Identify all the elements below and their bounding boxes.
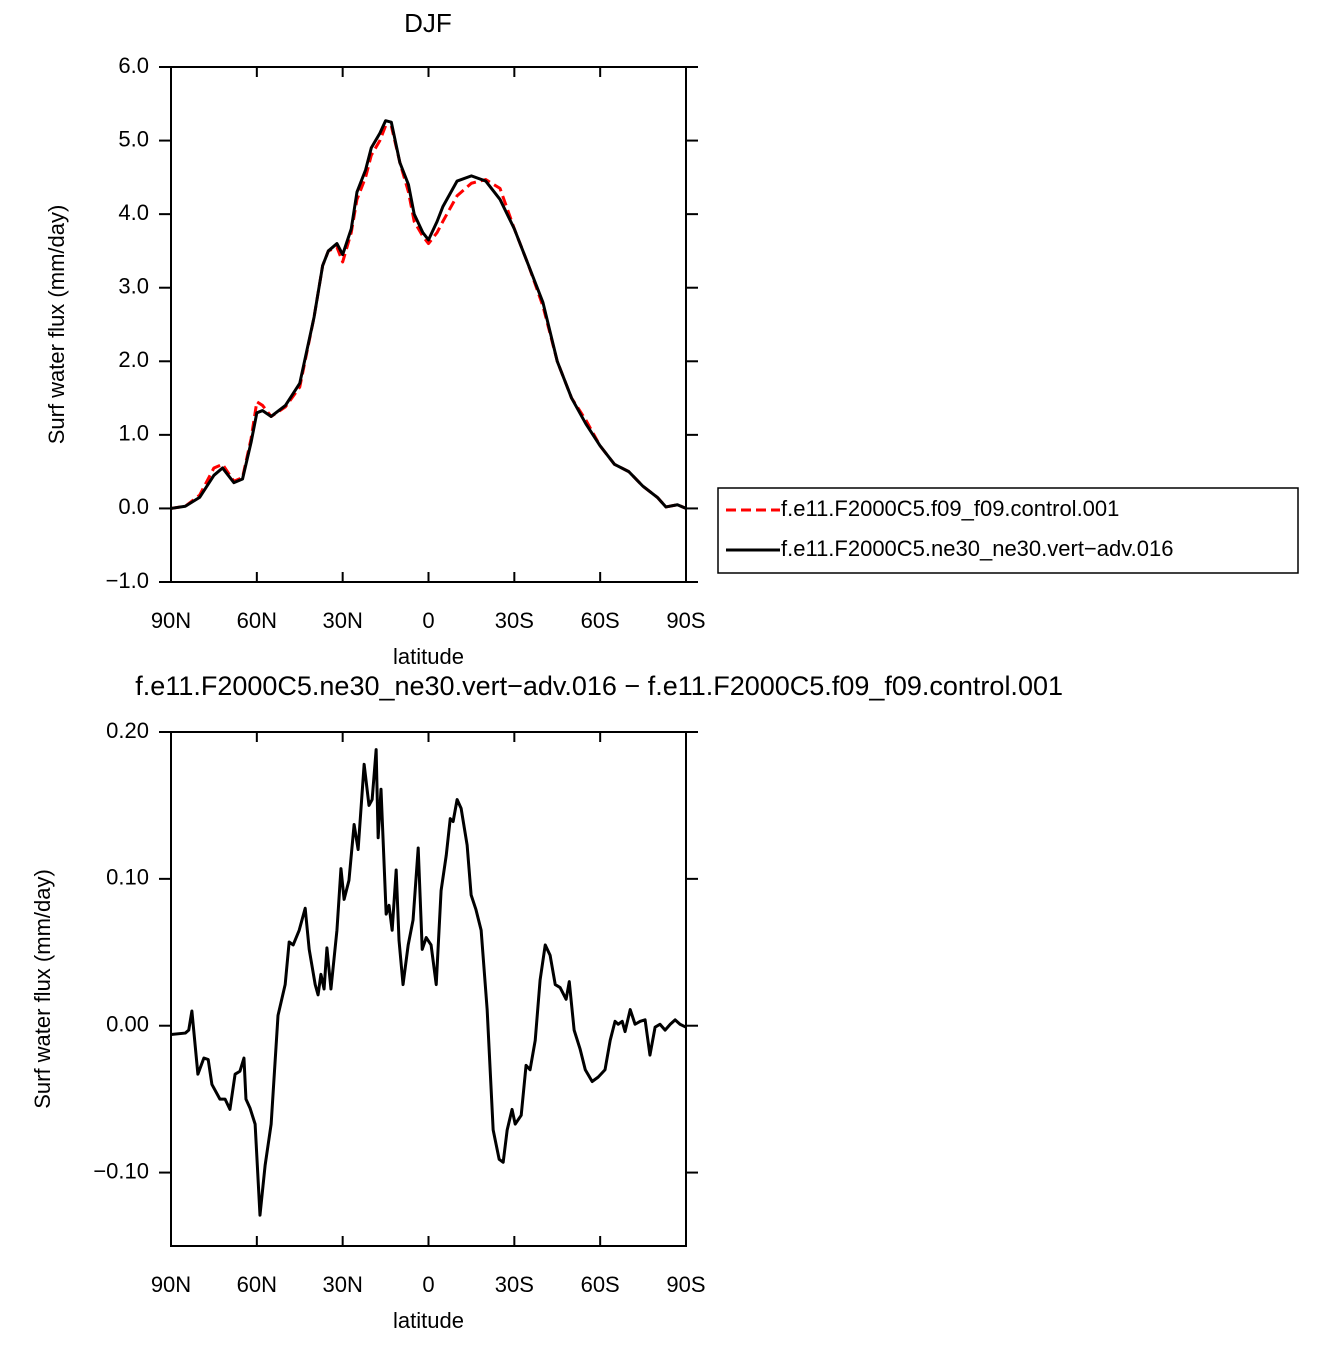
y-tick-label: 5.0: [118, 126, 149, 151]
plot-frame: [170, 731, 687, 1247]
legend-box: [717, 487, 1299, 574]
data-line: [170, 119, 687, 510]
x-tick-label: 0: [422, 1272, 434, 1297]
legend-label: f.e11.F2000C5.f09_f09.control.001: [781, 496, 1119, 521]
x-tick-label: 60S: [581, 608, 620, 633]
y-tick-label: 0.10: [106, 865, 149, 890]
y-tick-label: 3.0: [118, 274, 149, 299]
y-tick-label: 2.0: [118, 347, 149, 372]
legend-label: f.e11.F2000C5.ne30_ne30.vert−adv.016: [781, 536, 1173, 561]
x-tick-label: 30S: [495, 608, 534, 633]
x-axis-label: latitude: [393, 644, 464, 669]
y-tick-label: −1.0: [106, 568, 149, 593]
x-tick-label: 60S: [581, 1272, 620, 1297]
x-tick-label: 30S: [495, 1272, 534, 1297]
y-tick-label: 0.20: [106, 718, 149, 743]
chart-title: DJF: [404, 8, 452, 38]
x-tick-label: 90S: [666, 608, 705, 633]
chart-title: f.e11.F2000C5.ne30_ne30.vert−adv.016 − f…: [135, 671, 1063, 701]
y-axis-label: Surf water flux (mm/day): [30, 869, 55, 1109]
x-tick-label: 30N: [322, 608, 362, 633]
y-tick-label: 0.00: [106, 1012, 149, 1037]
y-tick-label: 1.0: [118, 421, 149, 446]
y-tick-label: 0.0: [118, 494, 149, 519]
plot-frame: [170, 66, 687, 583]
data-line: [170, 748, 687, 1217]
x-tick-label: 0: [422, 608, 434, 633]
y-tick-label: 4.0: [118, 200, 149, 225]
y-tick-label: −0.10: [93, 1158, 149, 1183]
x-tick-label: 90N: [151, 608, 191, 633]
x-tick-label: 90N: [151, 1272, 191, 1297]
x-tick-label: 30N: [322, 1272, 362, 1297]
x-tick-label: 90S: [666, 1272, 705, 1297]
x-tick-label: 60N: [237, 1272, 277, 1297]
y-tick-label: 6.0: [118, 53, 149, 78]
y-axis-label: Surf water flux (mm/day): [44, 205, 69, 445]
x-tick-label: 60N: [237, 608, 277, 633]
x-axis-label: latitude: [393, 1308, 464, 1333]
